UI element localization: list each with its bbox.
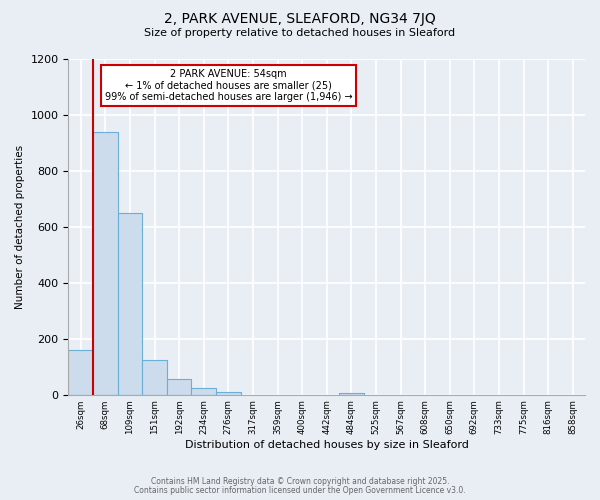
Y-axis label: Number of detached properties: Number of detached properties (15, 145, 25, 309)
Text: 2, PARK AVENUE, SLEAFORD, NG34 7JQ: 2, PARK AVENUE, SLEAFORD, NG34 7JQ (164, 12, 436, 26)
Bar (142, 360, 167, 394)
Bar (167, 380, 191, 394)
X-axis label: Distribution of detached houses by size in Sleaford: Distribution of detached houses by size … (185, 440, 469, 450)
Bar (118, 213, 142, 394)
Bar (93, 132, 118, 394)
Bar (191, 388, 216, 394)
Text: Size of property relative to detached houses in Sleaford: Size of property relative to detached ho… (145, 28, 455, 38)
Bar (68, 350, 93, 395)
Bar (216, 392, 241, 394)
Text: Contains HM Land Registry data © Crown copyright and database right 2025.: Contains HM Land Registry data © Crown c… (151, 477, 449, 486)
Text: 2 PARK AVENUE: 54sqm
← 1% of detached houses are smaller (25)
99% of semi-detach: 2 PARK AVENUE: 54sqm ← 1% of detached ho… (105, 69, 352, 102)
Text: Contains public sector information licensed under the Open Government Licence v3: Contains public sector information licen… (134, 486, 466, 495)
